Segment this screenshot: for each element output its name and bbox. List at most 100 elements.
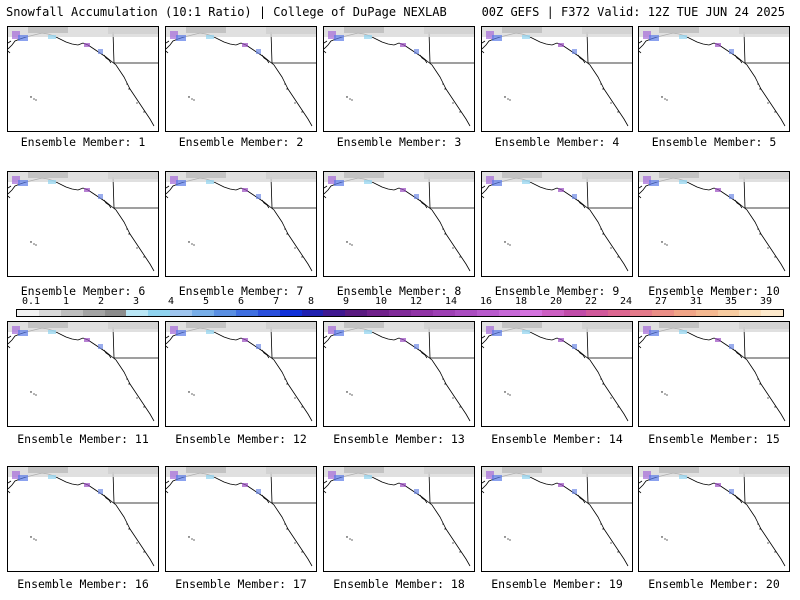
colorbar-swatch [761,310,784,316]
ensemble-member-label: Ensemble Member: 4 [494,135,620,149]
colorbar-tick-label: 35 [724,296,738,307]
ensemble-member-map [165,321,317,427]
ensemble-member-label: Ensemble Member: 13 [333,432,465,446]
colorbar-swatch [82,310,105,316]
ensemble-member-label: Ensemble Member: 12 [175,432,307,446]
colorbar-swatch [476,310,499,316]
colorbar-swatch [170,310,193,316]
colorbar-tick-label: 4 [167,296,175,307]
colorbar-swatch [629,310,652,316]
ensemble-member-label: Ensemble Member: 1 [20,135,146,149]
colorbar-tick-label: 18 [514,296,528,307]
ensemble-member-map [323,321,475,427]
colorbar-swatch [279,310,302,316]
ensemble-member-label: Ensemble Member: 9 [494,284,620,298]
snowfall-colorbar [16,309,784,317]
colorbar-swatch [432,310,455,316]
colorbar-tick-label: 16 [479,296,493,307]
ensemble-member-map [165,26,317,132]
ensemble-member-label: Ensemble Member: 20 [648,577,780,591]
ensemble-member-label: Ensemble Member: 10 [648,284,780,298]
map-title: Snowfall Accumulation (10:1 Ratio) | Col… [6,5,447,19]
colorbar-tick-label: 3 [132,296,140,307]
colorbar-swatch [214,310,236,316]
ensemble-member-map [323,26,475,132]
colorbar-swatch [367,310,390,316]
colorbar-swatch [586,310,609,316]
colorbar-swatch [192,310,215,316]
run-valid-time: 00Z GEFS | F372 Valid: 12Z TUE JUN 24 20… [481,5,785,19]
ensemble-member-label: Ensemble Member: 2 [178,135,304,149]
colorbar-tick-label: 1 [62,296,70,307]
ensemble-member-label: Ensemble Member: 19 [491,577,623,591]
colorbar-tick-label: 31 [689,296,703,307]
ensemble-member-label: Ensemble Member: 7 [178,284,304,298]
colorbar-swatch [38,310,61,316]
colorbar-tick-label: 10 [374,296,388,307]
colorbar-tick-label: 24 [619,296,633,307]
ensemble-member-label: Ensemble Member: 14 [491,432,623,446]
ensemble-member-map [638,171,790,277]
colorbar-tick-label: 9 [342,296,350,307]
ensemble-member-map [481,26,633,132]
ensemble-member-label: Ensemble Member: 3 [336,135,462,149]
ensemble-member-label: Ensemble Member: 6 [20,284,146,298]
colorbar-swatch [739,310,762,316]
ensemble-member-map [7,171,159,277]
colorbar-swatch [454,310,477,316]
ensemble-member-label: Ensemble Member: 16 [17,577,149,591]
colorbar-swatch [520,310,543,316]
colorbar-swatch [498,310,521,316]
ensemble-member-map [7,26,159,132]
ensemble-member-label: Ensemble Member: 11 [17,432,149,446]
ensemble-member-map [323,171,475,277]
colorbar-swatch [60,310,83,316]
ensemble-member-map [165,171,317,277]
ensemble-member-map [7,466,159,572]
colorbar-swatch [651,310,674,316]
ensemble-member-label: Ensemble Member: 8 [336,284,462,298]
colorbar-swatch [411,310,433,316]
colorbar-swatch [695,310,718,316]
ensemble-member-map [481,321,633,427]
colorbar-swatch [345,310,368,316]
ensemble-member-label: Ensemble Member: 17 [175,577,307,591]
ensemble-member-label: Ensemble Member: 15 [648,432,780,446]
colorbar-tick-label: 5 [202,296,210,307]
colorbar-swatch [104,310,127,316]
colorbar-swatch [717,310,740,316]
colorbar-swatch [257,310,280,316]
colorbar-tick-label: 14 [444,296,458,307]
colorbar-tick-label: 27 [654,296,668,307]
colorbar-swatch [608,310,630,316]
ensemble-member-map [481,466,633,572]
colorbar-swatch [148,310,171,316]
colorbar-swatch [542,310,565,316]
colorbar-swatch [323,310,346,316]
ensemble-member-map [638,466,790,572]
colorbar-tick-label: 12 [409,296,423,307]
colorbar-swatch [235,310,258,316]
colorbar-swatch [17,310,39,316]
ensemble-member-label: Ensemble Member: 5 [651,135,777,149]
colorbar-tick-label: 20 [549,296,563,307]
colorbar-swatch [389,310,412,316]
colorbar-swatch [301,310,324,316]
colorbar-tick-label: 7 [272,296,280,307]
colorbar-tick-label: 0.1 [21,296,41,307]
colorbar-tick-label: 22 [584,296,598,307]
ensemble-member-map [7,321,159,427]
ensemble-member-map [165,466,317,572]
colorbar-swatch [126,310,149,316]
ensemble-member-map [638,321,790,427]
ensemble-member-map [323,466,475,572]
ensemble-member-map [481,171,633,277]
colorbar-tick-label: 6 [237,296,245,307]
colorbar-tick-label: 39 [759,296,773,307]
colorbar-swatch [564,310,587,316]
colorbar-tick-label: 2 [97,296,105,307]
colorbar-tick-label: 8 [307,296,315,307]
colorbar-swatch [673,310,696,316]
ensemble-member-map [638,26,790,132]
ensemble-member-label: Ensemble Member: 18 [333,577,465,591]
